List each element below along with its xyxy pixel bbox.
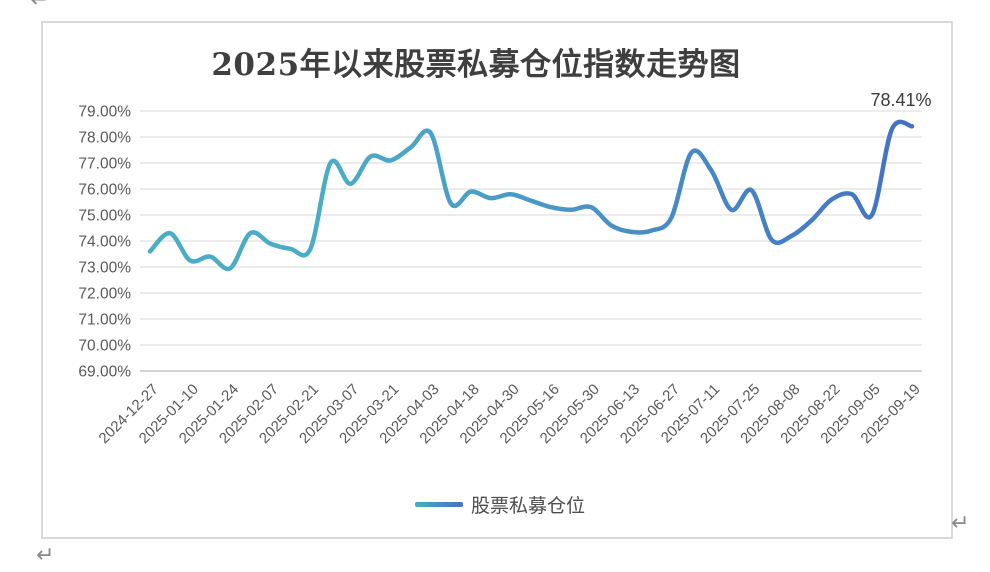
y-axis-label: 79.00% (78, 104, 131, 121)
series-line (147, 119, 915, 272)
last-value-label: 78.41% (870, 90, 932, 110)
y-axis-label: 74.00% (78, 234, 131, 251)
legend-line-marker (414, 502, 463, 507)
chart-frame[interactable] (41, 21, 953, 539)
paragraph-mark-icon: ↵ (36, 543, 55, 568)
chart-legend: 股票私募仓位 (0, 491, 990, 518)
y-axis-label: 75.00% (78, 208, 131, 225)
y-axis-label: 77.00% (78, 156, 131, 173)
y-axis-label: 72.00% (78, 286, 131, 303)
y-axis-label: 69.00% (78, 364, 131, 381)
paragraph-mark-icon: ↵ (951, 511, 970, 536)
y-axis-label: 70.00% (78, 338, 131, 355)
paragraph-mark-icon: ↵ (30, 0, 50, 11)
y-axis-label: 71.00% (78, 312, 131, 329)
chart-title: 2025年以来股票私募仓位指数走势图 (211, 47, 741, 83)
y-axis-label: 73.00% (78, 260, 131, 277)
y-axis-label: 76.00% (78, 182, 131, 199)
legend-series-label: 股票私募仓位 (470, 495, 585, 517)
y-axis-label: 78.00% (78, 130, 131, 147)
